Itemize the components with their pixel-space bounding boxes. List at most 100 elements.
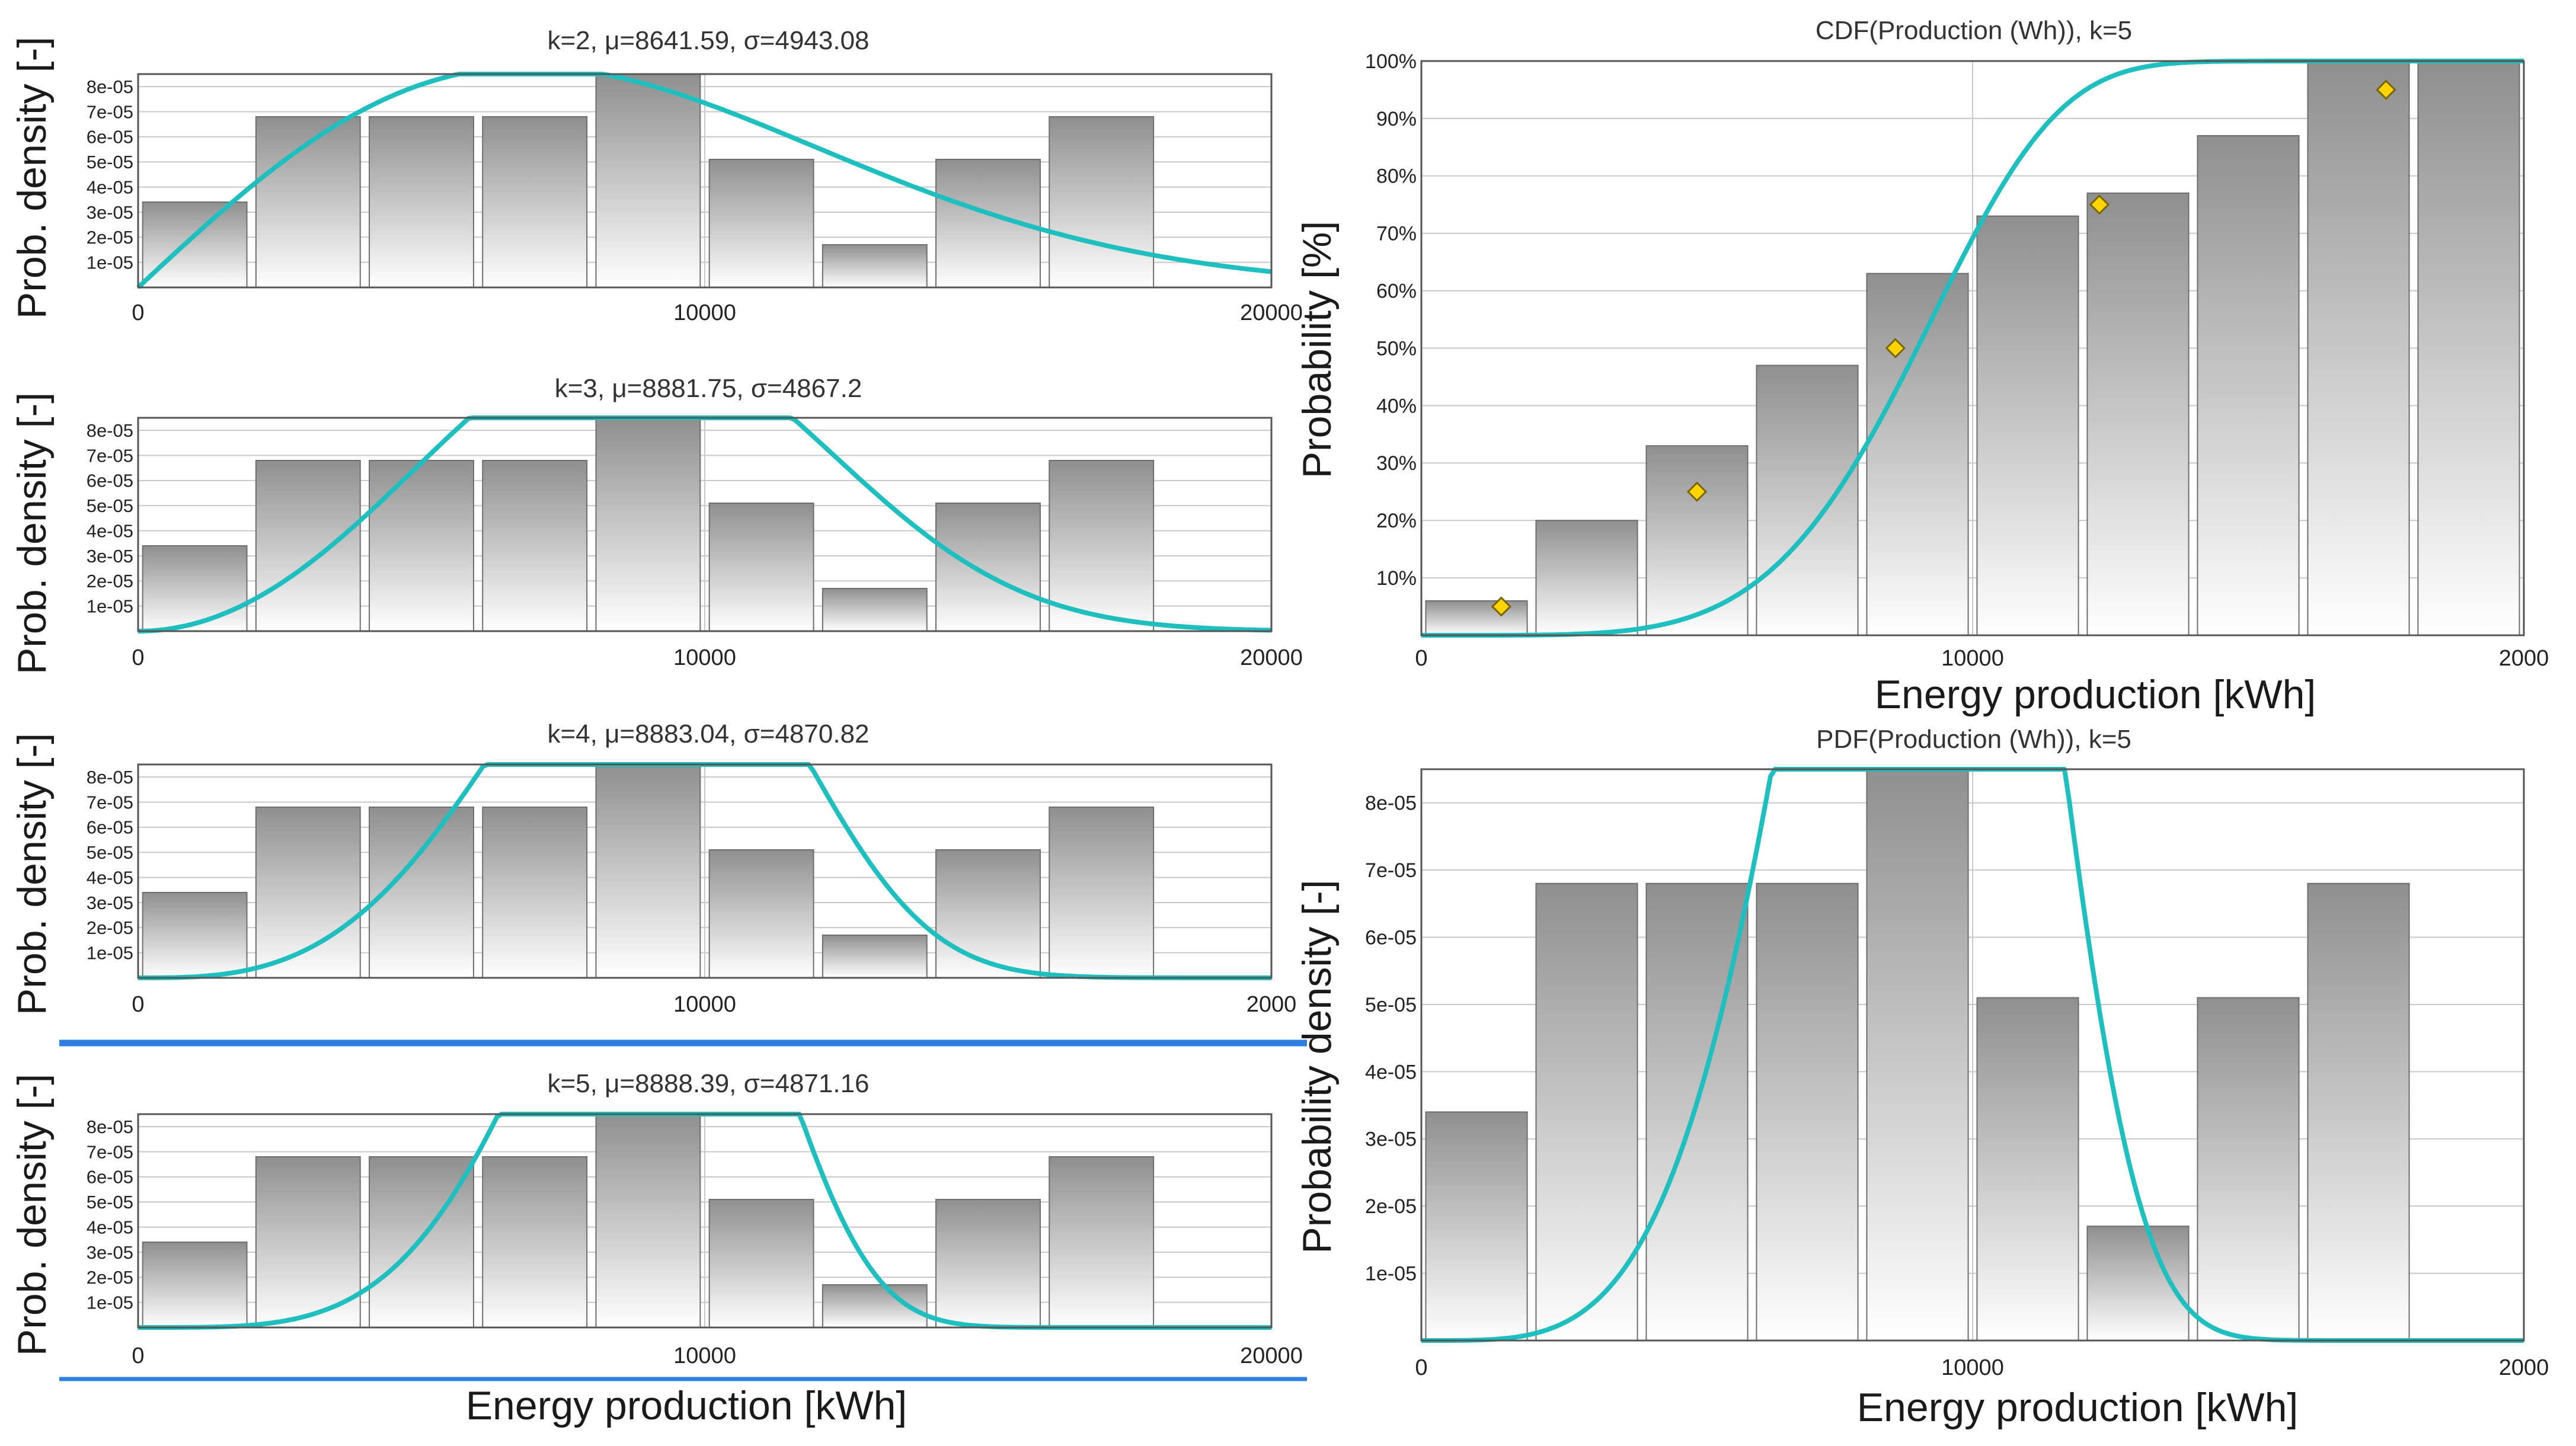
y-tick-label: 6e-05	[87, 1167, 133, 1188]
histogram-bar	[1425, 600, 1528, 636]
quantile-marker	[1686, 481, 1708, 502]
y-axis-label: Prob. density [-]	[9, 37, 55, 319]
histogram-bar	[1049, 1156, 1155, 1328]
y-tick-label: 3e-05	[87, 892, 133, 913]
histogram-bar	[482, 807, 588, 978]
quantile-marker	[2089, 194, 2110, 215]
histogram-bar	[935, 503, 1041, 632]
histogram-bar	[935, 849, 1041, 978]
y-tick-label: 1e-05	[87, 1292, 133, 1313]
histogram-bar	[1976, 997, 2079, 1341]
x-tick-1-label: 10000	[673, 1343, 736, 1368]
y-tick-label: 8e-05	[87, 420, 133, 441]
y-tick-label: 6e-05	[1365, 926, 1417, 949]
x-tick-2-label: 20000	[1240, 300, 1303, 325]
histogram-bar	[255, 1156, 361, 1328]
histogram-bar	[595, 1114, 701, 1328]
histogram-bar	[708, 849, 814, 978]
x-tick-0-label: 0	[1415, 1355, 1427, 1380]
histogram-bar	[142, 1242, 248, 1328]
x-tick-2-label: 20000	[1240, 645, 1303, 670]
histogram-bar	[482, 1156, 588, 1328]
chart-title: k=3, μ=8881.75, σ=4867.2	[555, 374, 862, 403]
plot-frame	[1420, 60, 2525, 636]
plot-area: 1e-05 2e-05 3e-05 4e-05 5e-05 6e-05 7e-05 8e-05…	[87, 72, 1303, 325]
histogram-bar	[255, 460, 361, 632]
y-axis-label: Probability density [-]	[1295, 879, 1340, 1253]
y-tick-label: 70%	[1376, 223, 1417, 245]
histogram-bar	[1645, 445, 1749, 636]
plot-frame	[1420, 768, 2525, 1342]
y-tick-label: 30%	[1376, 452, 1417, 475]
x-axis-label: Energy production [kWh]	[466, 1383, 907, 1428]
histogram-bar	[1866, 769, 1969, 1341]
y-tick-label: 5e-05	[87, 495, 133, 516]
chart-panel-pdf-k5: k=5, μ=8888.39, σ=4871.16 Prob. density …	[9, 1069, 1303, 1428]
chart-title: k=5, μ=8888.39, σ=4871.16	[547, 1069, 869, 1098]
x-tick-1-label: 10000	[673, 300, 736, 325]
histogram-bar	[369, 116, 474, 288]
x-axis-label: Energy production [kWh]	[1857, 1385, 2299, 1430]
histogram-bar	[1645, 882, 1749, 1342]
y-tick-label: 1e-05	[87, 252, 133, 273]
plot-frame	[137, 1113, 1273, 1329]
histogram-bar	[2197, 997, 2300, 1341]
y-tick-label: 5e-05	[87, 842, 133, 863]
quantile-marker	[1491, 596, 1511, 617]
quantile-marker	[2376, 79, 2396, 100]
histogram-bar	[708, 503, 814, 632]
x-tick-2-label: 2000	[1247, 992, 1297, 1017]
histogram-bar	[369, 460, 474, 632]
histogram-bar	[2307, 60, 2410, 636]
histogram-bar	[708, 159, 814, 288]
y-tick-label: 7e-05	[87, 101, 133, 122]
histogram-bar	[142, 201, 248, 288]
histogram-bar	[2417, 60, 2520, 636]
y-tick-label: 4e-05	[87, 177, 133, 197]
y-tick-label: 1e-05	[87, 596, 133, 616]
x-tick-2-label: 2000	[2499, 646, 2549, 671]
histogram-bar	[935, 1199, 1041, 1328]
histogram-bar	[1049, 460, 1155, 632]
y-tick-label: 4e-05	[87, 1217, 133, 1237]
y-tick-label: 5e-05	[87, 152, 133, 172]
histogram-bar	[1866, 273, 1969, 636]
histogram-bar	[1535, 882, 1638, 1342]
chart-title: CDF(Production (Wh)), k=5	[1816, 16, 2132, 45]
y-tick-label: 6e-05	[87, 817, 133, 838]
plot-frame	[137, 763, 1273, 979]
x-tick-0-label: 0	[132, 645, 144, 670]
chart-panel-pdf-k2: k=2, μ=8641.59, σ=4943.08 Prob. density …	[9, 26, 1303, 325]
histogram-bar	[255, 807, 361, 978]
plot-area: 1e-05 2e-05 3e-05 4e-05 5e-05 6e-05 7e-05 8e-05…	[1365, 767, 2549, 1380]
histogram-bar	[595, 764, 701, 978]
histogram-bar	[595, 417, 701, 632]
y-tick-label: 80%	[1376, 165, 1417, 188]
histogram-bar	[142, 892, 248, 978]
histogram-bar	[2197, 135, 2300, 636]
histogram-bar	[822, 588, 928, 632]
y-tick-label: 8e-05	[87, 1117, 133, 1137]
y-tick-label: 7e-05	[87, 1141, 133, 1162]
y-tick-label: 100%	[1365, 50, 1417, 73]
quantile-marker	[1885, 338, 1906, 359]
y-tick-label: 4e-05	[87, 867, 133, 888]
x-tick-2-label: 2000	[2499, 1355, 2549, 1380]
y-tick-label: 7e-05	[87, 792, 133, 812]
y-tick-label: 2e-05	[87, 571, 133, 591]
x-tick-2-label: 20000	[1240, 1343, 1303, 1368]
plot-area: 10% 20% 30% 40% 50% 60% 70% 80% 90% 100% 0 10000 200…	[1365, 50, 2549, 671]
y-tick-label: 50%	[1376, 337, 1417, 360]
histogram-bar	[822, 935, 928, 978]
y-tick-label: 6e-05	[87, 127, 133, 148]
histogram-bar	[822, 244, 928, 288]
y-tick-label: 5e-05	[87, 1192, 133, 1213]
histogram-bar	[1049, 116, 1155, 288]
y-tick-label: 3e-05	[1365, 1128, 1417, 1151]
y-tick-label: 40%	[1376, 395, 1417, 417]
y-tick-label: 7e-05	[87, 445, 133, 466]
y-axis-label: Probability [%]	[1295, 221, 1340, 479]
y-tick-label: 7e-05	[1365, 859, 1417, 882]
x-tick-1-label: 10000	[673, 992, 736, 1017]
